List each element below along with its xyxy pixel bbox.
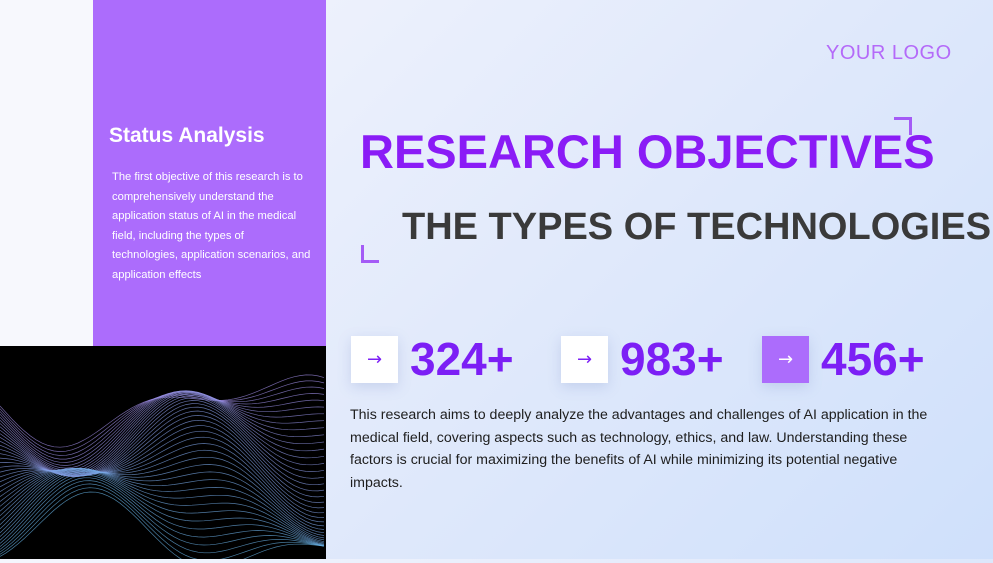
stat-value: 324+ — [410, 333, 514, 385]
wave-line — [0, 491, 325, 563]
arrow-right-icon[interactable]: → — [351, 335, 398, 383]
wave-line — [0, 471, 325, 545]
wave-line — [0, 390, 325, 473]
logo: YOUR LOGO — [826, 42, 952, 64]
wave-line — [0, 390, 324, 469]
wave-line — [0, 483, 325, 554]
wave-line — [0, 477, 325, 547]
wave-line — [0, 456, 325, 530]
wave-line — [0, 472, 325, 546]
wave-line — [0, 397, 325, 477]
stat-2: → 983+ — [561, 332, 724, 386]
status-text: The first objective of this research is … — [112, 171, 311, 281]
wave-line — [0, 390, 325, 471]
stat-1: → 324+ — [351, 332, 514, 386]
wave-line — [0, 400, 325, 477]
page-title: RESEARCH OBJECTIVES — [360, 125, 935, 178]
wave-line — [0, 449, 325, 527]
wave-line — [0, 469, 325, 544]
wave-line — [0, 468, 325, 543]
wave-line — [0, 467, 325, 539]
wave-line — [0, 467, 325, 536]
wave-line — [0, 468, 325, 541]
wave-line — [0, 474, 325, 546]
stat-3: → 456+ — [762, 332, 925, 386]
wave-line — [0, 391, 325, 466]
wave-line — [0, 464, 325, 534]
wave-graphic — [0, 374, 325, 563]
arrow-right-icon[interactable]: → — [561, 335, 608, 383]
wave-line — [0, 480, 325, 550]
corner-bracket-top-right — [894, 117, 912, 135]
left-blank-panel — [0, 0, 93, 346]
status-panel: Status Analysis The first objective of t… — [93, 0, 326, 346]
wave-image — [0, 346, 326, 563]
wave-line — [0, 487, 325, 561]
stat-value: 456+ — [821, 333, 925, 385]
arrow-right-icon[interactable]: → — [762, 335, 809, 383]
corner-bracket-bottom-left — [361, 245, 379, 263]
status-heading: Status Analysis — [109, 124, 265, 147]
stat-value: 983+ — [620, 333, 724, 385]
page-subtitle: THE TYPES OF TECHNOLOGIES — [402, 206, 992, 248]
body-text: This research aims to deeply analyze the… — [350, 407, 928, 491]
